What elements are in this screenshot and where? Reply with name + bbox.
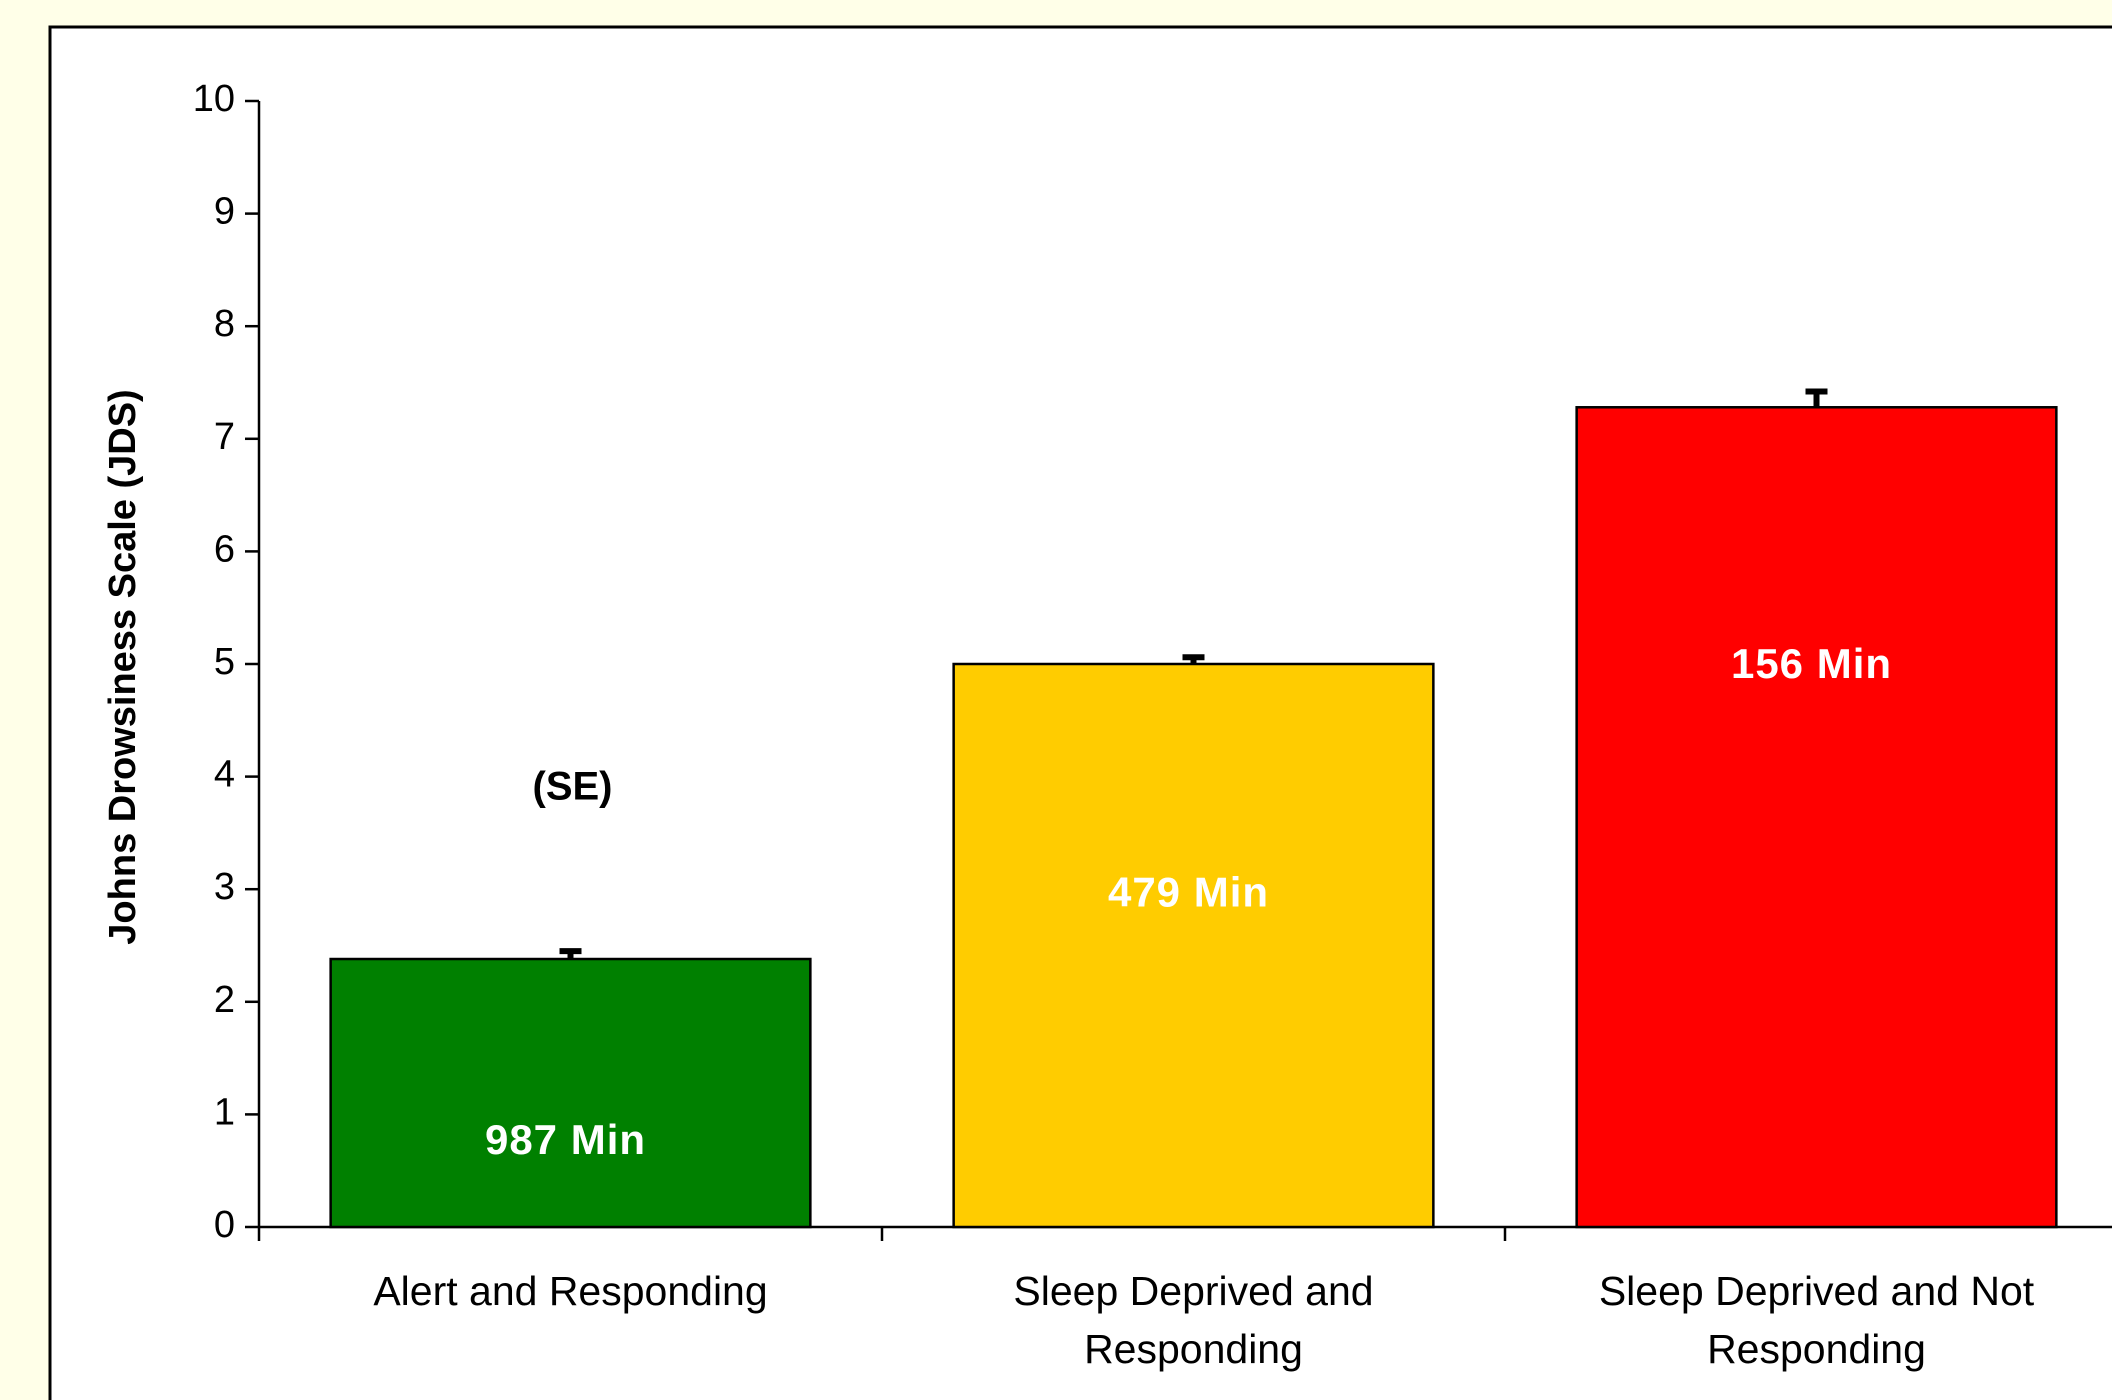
bar-label: 987 Min (485, 1116, 646, 1163)
bar-label: 156 Min (1731, 640, 1892, 687)
y-tick-label: 5 (214, 641, 235, 683)
bar-label: 479 Min (1108, 869, 1269, 916)
y-tick-label: 2 (214, 979, 235, 1021)
annotation: (SE) (533, 765, 613, 809)
x-tick-label: Sleep Deprived and Responding (1013, 1268, 1374, 1372)
bar (1575, 406, 2058, 1229)
y-tick-label: 9 (214, 191, 235, 233)
error-bar (559, 948, 582, 960)
y-tick-label: 8 (214, 303, 235, 345)
y-tick-label: 7 (214, 416, 235, 458)
x-tick-label: Alert and Responding (373, 1268, 768, 1314)
y-tick-label: 3 (214, 866, 235, 908)
y-axis-label: Johns Drowsiness Scale (JDS) (102, 389, 144, 944)
y-tick-label: 6 (214, 528, 235, 570)
bar (329, 957, 812, 1229)
y-tick-label: 0 (214, 1204, 235, 1246)
error-bar (1805, 388, 1828, 408)
y-tick-label: 10 (193, 78, 235, 120)
y-tick-label: 4 (214, 754, 235, 796)
error-bar (1182, 654, 1205, 664)
y-tick-label: 1 (214, 1091, 235, 1133)
x-tick-label: Sleep Deprived and Not Responding (1598, 1268, 2035, 1372)
bar (952, 662, 1435, 1229)
